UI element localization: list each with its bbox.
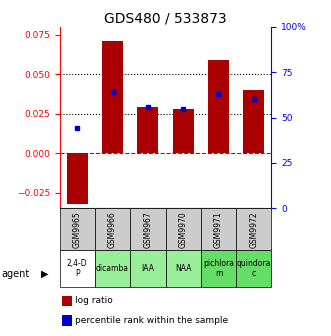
Text: dicamba: dicamba xyxy=(96,264,129,273)
Text: NAA: NAA xyxy=(175,264,191,273)
Text: log ratio: log ratio xyxy=(75,296,113,305)
Bar xyxy=(201,250,236,287)
Bar xyxy=(201,208,236,250)
Bar xyxy=(243,90,264,153)
Title: GDS480 / 533873: GDS480 / 533873 xyxy=(104,12,227,26)
Text: percentile rank within the sample: percentile rank within the sample xyxy=(75,316,229,325)
Text: GSM9965: GSM9965 xyxy=(73,211,82,248)
Bar xyxy=(137,107,159,153)
Bar xyxy=(130,208,166,250)
Bar xyxy=(62,296,72,306)
Text: agent: agent xyxy=(2,269,30,279)
Bar xyxy=(236,250,271,287)
Text: IAA: IAA xyxy=(141,264,154,273)
Text: ▶: ▶ xyxy=(41,269,49,279)
Bar xyxy=(62,315,72,326)
Bar xyxy=(95,208,130,250)
Text: GSM9967: GSM9967 xyxy=(143,211,152,248)
Bar xyxy=(166,250,201,287)
Bar xyxy=(60,208,95,250)
Bar xyxy=(172,109,194,153)
Bar xyxy=(95,250,130,287)
Text: pichlora
m: pichlora m xyxy=(203,259,234,279)
Text: GSM9970: GSM9970 xyxy=(179,211,188,248)
Bar xyxy=(60,250,95,287)
Text: 2,4-D
P: 2,4-D P xyxy=(67,259,87,279)
Bar xyxy=(208,60,229,153)
Bar xyxy=(236,208,271,250)
Bar xyxy=(166,208,201,250)
Bar xyxy=(130,250,166,287)
Text: quindora
c: quindora c xyxy=(237,259,271,279)
Bar xyxy=(67,153,88,204)
Text: GSM9966: GSM9966 xyxy=(108,211,117,248)
Bar xyxy=(102,41,123,153)
Text: GSM9972: GSM9972 xyxy=(249,211,258,248)
Text: GSM9971: GSM9971 xyxy=(214,211,223,248)
